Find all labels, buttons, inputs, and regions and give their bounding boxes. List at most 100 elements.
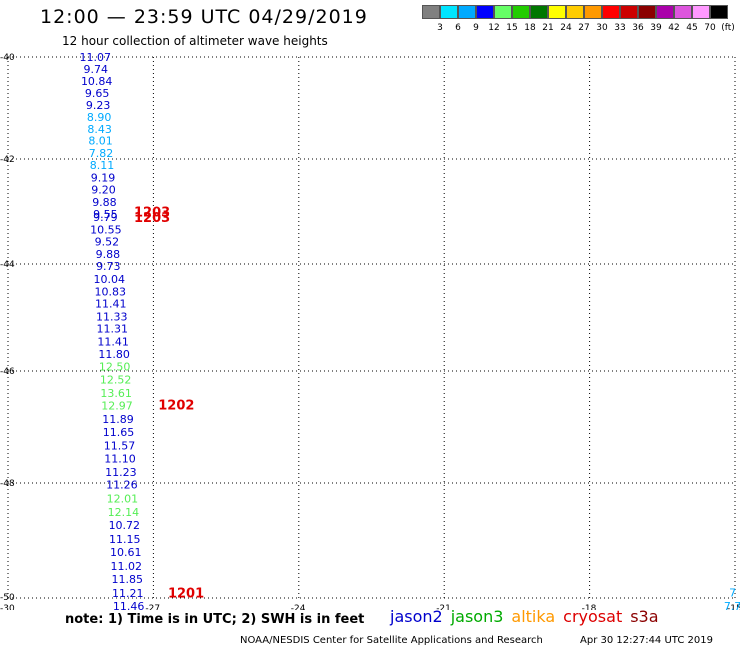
scale-swatch xyxy=(674,5,692,19)
data-point-label: 13.61 xyxy=(100,387,132,400)
data-point-label: 11.65 xyxy=(103,426,135,439)
data-point-label: 9.73 xyxy=(96,260,121,273)
footer-timestamp: Apr 30 12:27:44 UTC 2019 xyxy=(580,635,713,646)
data-point-label: 11.21 xyxy=(112,587,144,600)
data-point-label: 9.79 xyxy=(93,211,118,224)
scale-swatch xyxy=(422,5,440,19)
scale-label: 27 xyxy=(578,23,590,33)
data-point-label: 10.04 xyxy=(94,273,126,286)
scale-swatch xyxy=(548,5,566,19)
chart-plot: -30 -27 -24 -21 -18 -15 -40 -42 -44 -46 -48 -50 11.… xyxy=(0,51,740,610)
data-point-label: 9.19 xyxy=(91,171,116,184)
data-point-label: 9.65 xyxy=(85,87,110,100)
legend-item-s3a: s3a xyxy=(630,607,659,626)
data-point-label: 10.55 xyxy=(90,223,122,236)
data-point-label: 8.90 xyxy=(87,111,112,124)
data-point-label: 11.41 xyxy=(95,298,127,311)
x-tick-label: -30 xyxy=(0,604,15,610)
scale-label: 24 xyxy=(560,23,572,33)
scale-label: 6 xyxy=(455,23,461,33)
scale-swatch xyxy=(692,5,710,19)
scale-label: 21 xyxy=(542,23,554,33)
orbit-number-label: 1202 xyxy=(158,399,194,414)
data-point-label: 11.02 xyxy=(111,560,143,573)
x-tick-label: -15 xyxy=(727,604,740,610)
legend-item-jason3: jason3 xyxy=(450,607,504,626)
y-tick-label: -50 xyxy=(0,593,15,603)
data-point-label: 11.07 xyxy=(79,51,111,64)
data-point-label: 9.55 xyxy=(93,208,118,221)
y-tick-label: -42 xyxy=(0,155,15,165)
legend-item-altika: altika xyxy=(511,607,556,626)
data-point-label: 12.01 xyxy=(107,493,139,506)
scale-label: 3 xyxy=(437,23,443,33)
data-point-label: 11.57 xyxy=(104,439,136,452)
x-tick-label: -27 xyxy=(145,604,160,610)
data-point-label: 9.88 xyxy=(92,196,117,209)
scale-label: 42 xyxy=(668,23,680,33)
scale-label: 18 xyxy=(524,23,536,33)
data-point-label: 10.61 xyxy=(110,546,142,559)
data-point-label: 11.89 xyxy=(102,413,134,426)
scale-swatch xyxy=(620,5,638,19)
y-tick-label: -40 xyxy=(0,53,15,63)
data-point-label: 9.88 xyxy=(96,248,121,261)
scale-label: 15 xyxy=(506,23,518,33)
data-point-label: 7.7 xyxy=(724,600,740,610)
scale-swatch xyxy=(494,5,512,19)
data-point-label: 7 xyxy=(729,586,736,599)
data-point-label: 11.33 xyxy=(96,310,128,323)
x-tick-label: -21 xyxy=(436,604,451,610)
data-point-label: 11.80 xyxy=(98,348,130,361)
y-tick-label: -44 xyxy=(0,260,15,270)
data-point-label: 7.82 xyxy=(89,147,114,160)
data-point-label: 11.41 xyxy=(97,336,129,349)
data-point-label: 10.84 xyxy=(81,75,113,88)
scale-swatch xyxy=(656,5,674,19)
scale-label: 39 xyxy=(650,23,662,33)
scale-swatch xyxy=(584,5,602,19)
satellite-legend: jason2 jason3 altika cryosat s3a xyxy=(390,607,667,626)
legend-item-jason2: jason2 xyxy=(390,607,443,626)
chart-subtitle: 12 hour collection of altimeter wave hei… xyxy=(62,34,328,48)
x-tick-label: -18 xyxy=(582,604,597,610)
scale-label: 70 xyxy=(704,23,716,33)
scale-swatch xyxy=(638,5,656,19)
footer-credit: NOAA/NESDIS Center for Satellite Applica… xyxy=(240,635,543,646)
data-point-label: 12.14 xyxy=(108,506,140,519)
scale-label: 30 xyxy=(596,23,608,33)
scale-label: 45 xyxy=(686,23,698,33)
footer-note: note: 1) Time is in UTC; 2) SWH is in fe… xyxy=(65,612,365,627)
scale-swatch xyxy=(440,5,458,19)
scale-label: 9 xyxy=(473,23,479,33)
data-point-label: 11.15 xyxy=(109,533,141,546)
orbit-number-label: 1203 xyxy=(134,206,170,221)
data-point-label: 8.43 xyxy=(87,123,112,136)
data-point-label: 11.31 xyxy=(96,323,128,336)
data-point-label: 12.50 xyxy=(99,361,131,374)
y-tick-label: -46 xyxy=(0,367,15,377)
scale-swatch xyxy=(566,5,584,19)
data-point-label: 9.74 xyxy=(83,63,108,76)
data-point-label: 11.26 xyxy=(106,479,138,492)
data-point-label: 12.97 xyxy=(101,400,133,413)
orbit-number-label: 1203 xyxy=(134,211,170,226)
scale-swatch xyxy=(476,5,494,19)
data-point-label: 8.01 xyxy=(88,135,113,148)
legend-item-cryosat: cryosat xyxy=(563,607,623,626)
scale-swatch xyxy=(710,5,728,19)
scale-swatch xyxy=(602,5,620,19)
data-point-label: 9.20 xyxy=(91,183,116,196)
data-point-label: 10.83 xyxy=(95,285,127,298)
scale-swatch xyxy=(458,5,476,19)
data-point-label: 10.72 xyxy=(109,519,141,532)
scale-label: 12 xyxy=(488,23,500,33)
scale-swatch xyxy=(512,5,530,19)
scale-label: 36 xyxy=(632,23,644,33)
y-tick-label: -48 xyxy=(0,479,15,489)
data-point-label: 8.11 xyxy=(90,159,115,172)
data-point-label: 11.46 xyxy=(113,600,145,610)
data-point-label: 11.23 xyxy=(105,466,137,479)
scale-swatch xyxy=(530,5,548,19)
data-point-label: 9.23 xyxy=(86,99,111,112)
